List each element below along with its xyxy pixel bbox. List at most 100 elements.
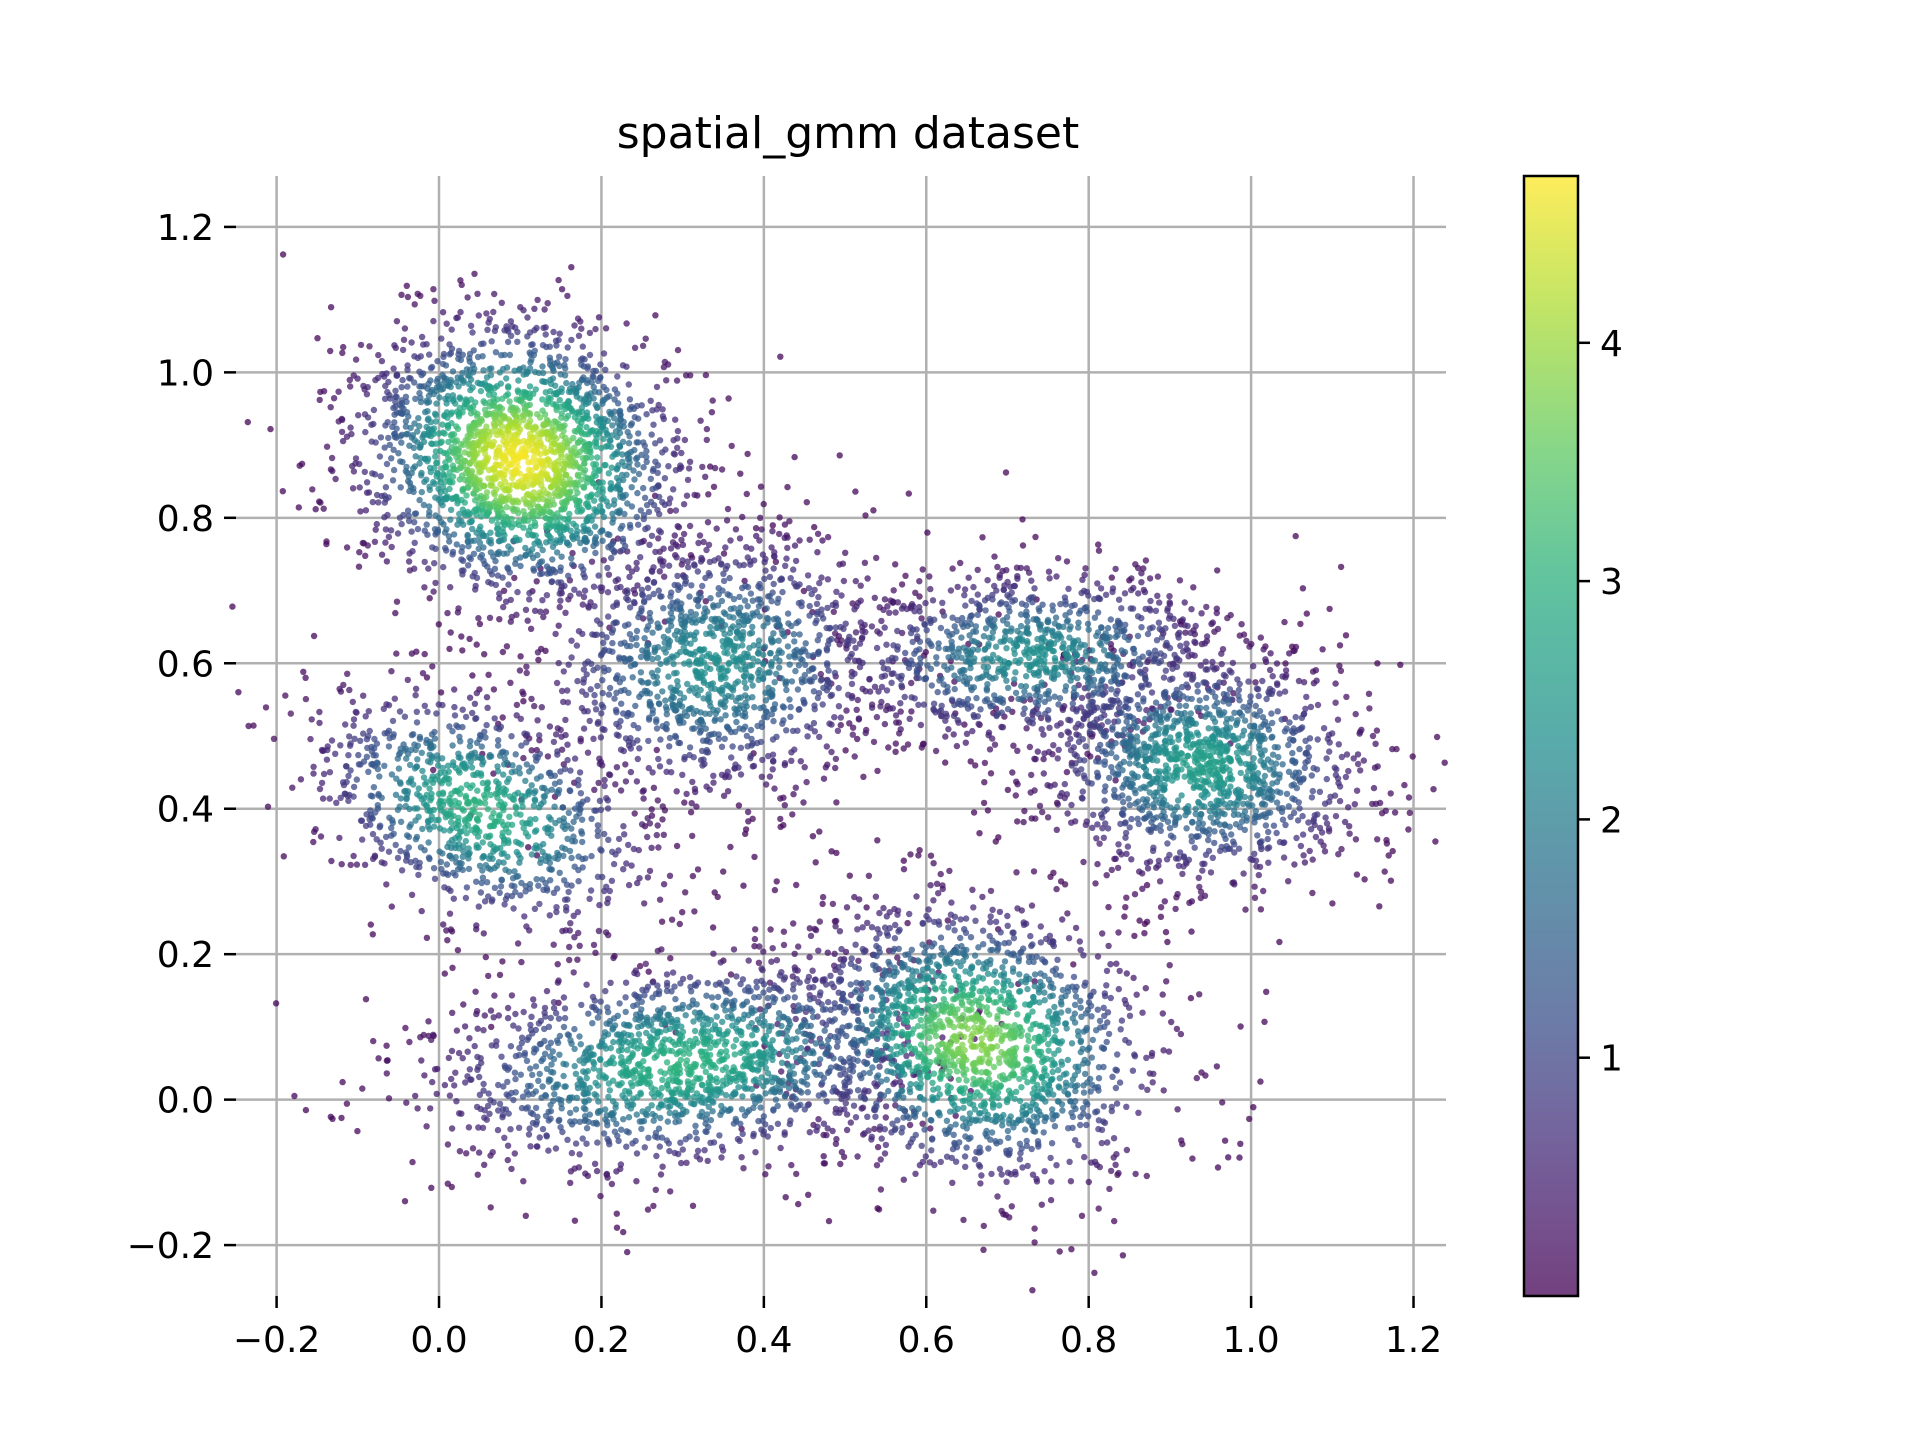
scatter-point bbox=[618, 1126, 625, 1133]
scatter-point bbox=[458, 556, 465, 563]
scatter-point bbox=[781, 760, 789, 767]
scatter-point bbox=[568, 1149, 576, 1157]
scatter-point bbox=[588, 660, 595, 667]
scatter-point bbox=[469, 329, 476, 336]
scatter-point bbox=[771, 886, 779, 894]
scatter-point bbox=[792, 1015, 799, 1023]
scatter-point bbox=[823, 647, 831, 654]
scatter-point bbox=[381, 860, 388, 867]
scatter-point bbox=[659, 562, 666, 569]
scatter-point bbox=[974, 611, 981, 619]
scatter-point bbox=[586, 895, 593, 902]
scatter-point bbox=[881, 720, 889, 728]
scatter-point bbox=[1378, 810, 1386, 817]
scatter-point bbox=[411, 379, 418, 386]
scatter-point bbox=[1059, 706, 1067, 713]
scatter-point bbox=[385, 848, 393, 855]
scatter-point bbox=[370, 420, 377, 428]
scatter-point bbox=[541, 306, 548, 313]
scatter-point bbox=[814, 637, 821, 644]
scatter-point bbox=[832, 1109, 839, 1116]
scatter-point bbox=[486, 1110, 493, 1118]
scatter-point bbox=[1150, 844, 1157, 851]
scatter-point bbox=[878, 683, 886, 691]
scatter-point bbox=[464, 1048, 471, 1055]
scatter-point bbox=[927, 585, 934, 593]
scatter-point bbox=[732, 761, 739, 768]
scatter-point bbox=[388, 455, 395, 462]
scatter-point bbox=[1199, 867, 1206, 874]
scatter-point bbox=[641, 992, 648, 999]
scatter-point bbox=[434, 1065, 441, 1073]
scatter-point bbox=[751, 994, 758, 1001]
scatter-point bbox=[691, 785, 699, 792]
scatter-point bbox=[555, 1015, 563, 1022]
scatter-point bbox=[694, 568, 701, 575]
scatter-point bbox=[559, 1128, 566, 1136]
scatter-point bbox=[548, 578, 556, 585]
scatter-point bbox=[709, 397, 716, 404]
scatter-point bbox=[675, 586, 682, 594]
scatter-point bbox=[327, 347, 334, 355]
scatter-point bbox=[1194, 688, 1201, 695]
scatter-point bbox=[567, 920, 574, 927]
scatter-point bbox=[954, 583, 961, 591]
scatter-point bbox=[529, 1071, 536, 1079]
scatter-point bbox=[734, 1135, 742, 1143]
scatter-point bbox=[732, 1115, 739, 1123]
scatter-point bbox=[1195, 874, 1203, 882]
scatter-point bbox=[979, 927, 987, 934]
scatter-point bbox=[758, 719, 765, 726]
scatter-point bbox=[663, 768, 670, 775]
scatter-point bbox=[1142, 605, 1149, 613]
scatter-point bbox=[1201, 640, 1209, 647]
scatter-point bbox=[555, 579, 562, 586]
scatter-point bbox=[949, 565, 956, 572]
scatter-point bbox=[395, 450, 402, 457]
scatter-point bbox=[1332, 699, 1339, 706]
scatter-point bbox=[776, 514, 783, 521]
scatter-point bbox=[1302, 705, 1309, 712]
scatter-point bbox=[326, 795, 333, 802]
scatter-point bbox=[844, 638, 851, 646]
scatter-point bbox=[375, 351, 382, 359]
scatter-point bbox=[1172, 694, 1180, 701]
scatter-point bbox=[1257, 1078, 1264, 1085]
scatter-point bbox=[487, 1007, 495, 1014]
scatter-point bbox=[626, 396, 634, 403]
scatter-point bbox=[1020, 694, 1027, 701]
scatter-point bbox=[604, 805, 612, 812]
scatter-point bbox=[813, 610, 821, 618]
scatter-point bbox=[930, 1207, 937, 1214]
scatter-point bbox=[562, 716, 569, 724]
scatter-point bbox=[417, 353, 424, 360]
scatter-point bbox=[656, 763, 664, 770]
scatter-point bbox=[858, 635, 866, 642]
scatter-point bbox=[773, 733, 780, 740]
scatter-point bbox=[466, 694, 474, 701]
scatter-point bbox=[1040, 755, 1047, 763]
scatter-point bbox=[1409, 753, 1416, 760]
scatter-point bbox=[398, 384, 405, 391]
scatter-point bbox=[1343, 751, 1351, 758]
scatter-point bbox=[861, 559, 869, 566]
scatter-point bbox=[873, 554, 880, 562]
scatter-point bbox=[829, 1127, 836, 1135]
scatter-point bbox=[532, 1104, 540, 1112]
scatter-point bbox=[961, 1153, 969, 1160]
scatter-point bbox=[957, 559, 964, 567]
scatter-point bbox=[382, 484, 390, 491]
scatter-point bbox=[597, 584, 604, 591]
scatter-point bbox=[691, 491, 698, 499]
scatter-point bbox=[830, 608, 837, 615]
scatter-point bbox=[267, 425, 274, 433]
scatter-point bbox=[1206, 826, 1213, 833]
scatter-point bbox=[596, 760, 603, 767]
scatter-point bbox=[980, 1246, 987, 1254]
scatter-point bbox=[837, 1160, 844, 1168]
scatter-point bbox=[741, 597, 749, 604]
scatter-point bbox=[1077, 1121, 1084, 1129]
scatter-point bbox=[1300, 679, 1308, 686]
scatter-point bbox=[615, 732, 622, 739]
scatter-point bbox=[830, 1084, 838, 1091]
